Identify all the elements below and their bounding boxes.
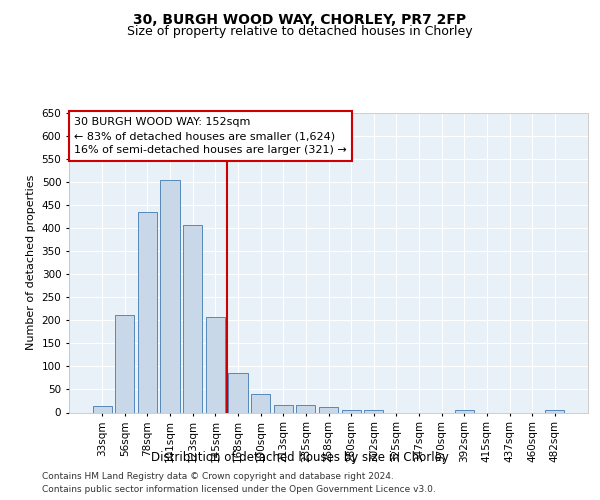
Bar [138,212,157,412]
Y-axis label: Number of detached properties: Number of detached properties [26,175,36,350]
Text: Contains HM Land Registry data © Crown copyright and database right 2024.: Contains HM Land Registry data © Crown c… [42,472,394,481]
Text: Size of property relative to detached houses in Chorley: Size of property relative to detached ho… [127,25,473,38]
Bar [319,408,338,412]
Text: 30 BURGH WOOD WAY: 152sqm
← 83% of detached houses are smaller (1,624)
16% of se: 30 BURGH WOOD WAY: 152sqm ← 83% of detac… [74,117,347,155]
Bar [455,410,474,412]
Text: Distribution of detached houses by size in Chorley: Distribution of detached houses by size … [151,451,449,464]
Text: Contains public sector information licensed under the Open Government Licence v3: Contains public sector information licen… [42,485,436,494]
Bar [115,314,134,412]
Text: 30, BURGH WOOD WAY, CHORLEY, PR7 2FP: 30, BURGH WOOD WAY, CHORLEY, PR7 2FP [133,12,467,26]
Bar [251,394,270,412]
Bar [92,406,112,412]
Bar [206,317,225,412]
Bar [160,180,180,412]
Bar [364,410,383,412]
Bar [341,410,361,412]
Bar [229,374,248,412]
Bar [274,404,293,412]
Bar [545,410,565,412]
Bar [296,404,316,412]
Bar [183,224,202,412]
